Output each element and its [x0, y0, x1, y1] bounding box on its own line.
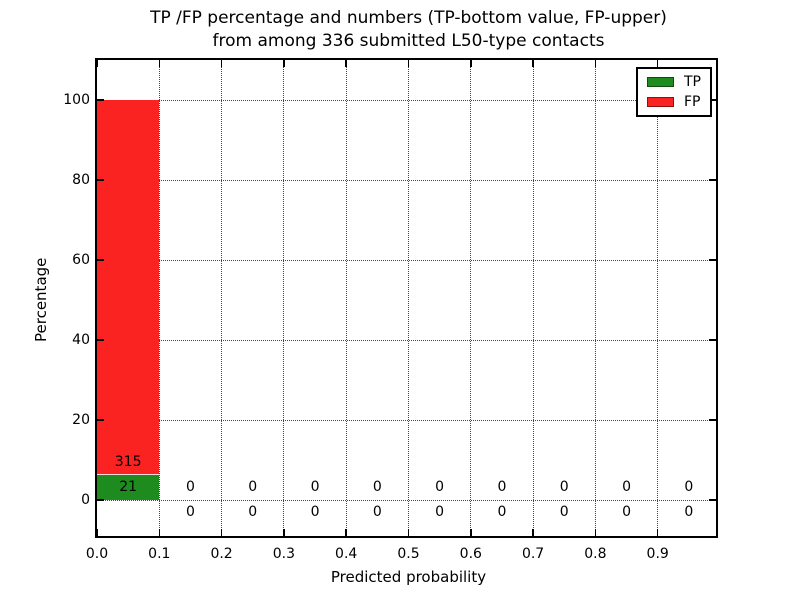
bar-segment-fp: [97, 100, 160, 475]
bar-segment-tp: [97, 475, 160, 500]
x-tick-label: 0.6: [459, 546, 482, 562]
x-tick-mark: [407, 529, 410, 536]
tp-count-label: 21: [119, 479, 138, 495]
x-tick-label: 0.4: [335, 546, 358, 562]
fp-count-label: 0: [372, 479, 382, 495]
y-tick-mark: [97, 259, 104, 261]
x-tick-label: 0.5: [397, 546, 420, 562]
x-tick-mark: [656, 529, 659, 536]
y-tick-label: 100: [63, 92, 90, 108]
fp-count-label: 0: [248, 479, 258, 495]
gridline-x: [532, 60, 534, 536]
fp-count-label: 0: [310, 479, 320, 495]
x-tick-mark: [158, 60, 161, 67]
y-tick-mark: [97, 179, 104, 181]
legend-entry-tp: TP: [647, 75, 701, 89]
x-tick-mark: [407, 60, 410, 67]
y-tick-mark: [97, 499, 104, 501]
gridline-y: [97, 99, 716, 101]
legend-entry-fp: FP: [647, 95, 701, 109]
y-tick-mark: [97, 339, 104, 341]
x-tick-mark: [470, 60, 472, 67]
y-tick-label: 80: [72, 172, 90, 188]
x-tick-label: 0.7: [521, 546, 545, 562]
gridline-y: [97, 259, 716, 261]
gridline-x: [221, 60, 223, 536]
y-tick-label: 0: [81, 492, 90, 508]
x-tick-mark: [470, 529, 472, 536]
x-tick-mark: [532, 529, 534, 536]
x-tick-mark: [283, 529, 285, 536]
tp-count-label: 0: [559, 504, 569, 520]
x-tick-label: 0.2: [210, 546, 233, 562]
x-tick-label: 0.3: [272, 546, 296, 562]
gridline-x: [283, 60, 285, 536]
tp-count-label: 0: [435, 504, 445, 520]
x-tick-mark: [594, 529, 597, 536]
y-tick-mark: [709, 419, 716, 421]
tp-count-label: 0: [622, 504, 631, 520]
tp-count-label: 0: [310, 504, 320, 520]
fp-count-label: 315: [114, 454, 142, 470]
x-tick-mark: [656, 60, 659, 67]
x-tick-mark: [345, 60, 347, 67]
x-tick-label: 0.9: [646, 546, 669, 562]
y-tick-label: 40: [72, 332, 90, 348]
y-tick-mark: [709, 99, 716, 101]
gridline-x: [345, 60, 347, 536]
gridline-x: [408, 60, 409, 536]
y-tick-mark: [709, 499, 716, 501]
gridline-x: [158, 60, 160, 536]
x-axis-label: Predicted probability: [330, 568, 487, 586]
legend-swatch-fp-icon: [647, 97, 674, 107]
tp-count-label: 0: [248, 504, 258, 520]
legend-label-tp: TP: [684, 74, 701, 90]
y-tick-mark: [709, 339, 716, 341]
x-tick-mark: [96, 60, 98, 67]
gridline-x: [657, 60, 659, 536]
y-tick-mark: [97, 99, 104, 101]
x-tick-label: 0.0: [85, 546, 109, 562]
x-tick-label: 0.8: [584, 546, 607, 562]
fp-count-label: 0: [435, 479, 445, 495]
tp-count-label: 0: [185, 504, 195, 520]
x-tick-mark: [532, 60, 534, 67]
x-tick-mark: [96, 529, 98, 536]
gridline-y: [97, 179, 716, 181]
y-tick-mark: [709, 259, 716, 261]
x-tick-mark: [345, 529, 347, 536]
gridline-y: [97, 499, 716, 501]
x-tick-mark: [283, 60, 285, 67]
y-tick-mark: [709, 179, 716, 181]
x-tick-label: 0.1: [148, 546, 171, 562]
chart-title: TP /FP percentage and numbers (TP-bottom…: [97, 7, 720, 53]
x-tick-mark: [220, 60, 223, 67]
legend-swatch-tp-icon: [647, 77, 674, 87]
fp-count-label: 0: [497, 479, 507, 495]
legend-label-fp: FP: [684, 94, 701, 110]
x-tick-mark: [158, 529, 161, 536]
x-tick-mark: [594, 60, 597, 67]
tp-count-label: 0: [497, 504, 507, 520]
fp-count-label: 0: [622, 479, 631, 495]
fp-count-label: 0: [185, 479, 195, 495]
gridline-y: [97, 419, 716, 421]
chart-title-line1: TP /FP percentage and numbers (TP-bottom…: [150, 8, 667, 28]
gridline-y: [97, 339, 716, 341]
y-tick-mark: [97, 419, 104, 421]
fp-count-label: 0: [559, 479, 569, 495]
fp-count-label: 0: [684, 479, 694, 495]
plot-area: TP FP 315 21 0 0 0 0 0 0 0 0 0 0 0 0 0 0 0 0 0 0: [95, 58, 718, 538]
tp-count-label: 0: [684, 504, 694, 520]
y-tick-label: 20: [72, 412, 90, 428]
legend: TP FP: [636, 67, 712, 117]
y-axis-label: Percentage: [32, 257, 50, 343]
chart-title-line2: from among 336 submitted L50-type contac…: [212, 31, 605, 51]
y-tick-label: 60: [72, 252, 90, 268]
gridline-x: [470, 60, 472, 536]
tp-count-label: 0: [372, 504, 382, 520]
x-tick-mark: [220, 529, 223, 536]
gridline-x: [594, 60, 596, 536]
